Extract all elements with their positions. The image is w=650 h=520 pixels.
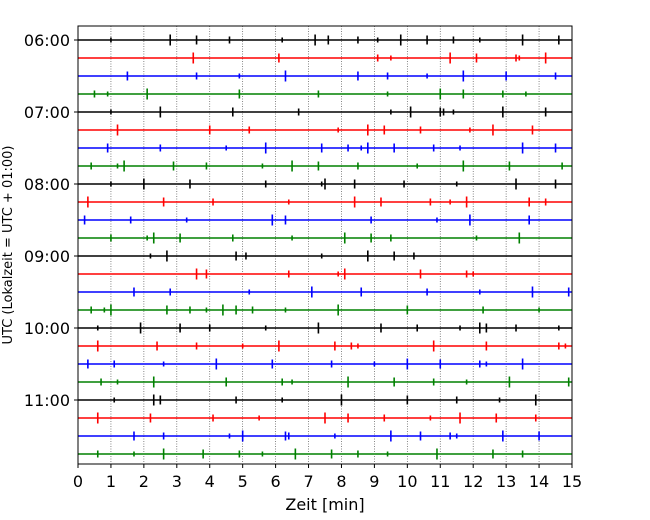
y-tick-label: 06:00 — [24, 31, 70, 50]
x-tick-label: 4 — [205, 472, 215, 491]
grid-lines — [110, 26, 540, 464]
y-tick-label: 08:00 — [24, 175, 70, 194]
trace-1145 — [78, 448, 572, 460]
trace-0830 — [78, 214, 572, 226]
trace-0845 — [78, 232, 572, 244]
trace-0800 — [78, 178, 572, 190]
x-tick-label: 0 — [73, 472, 83, 491]
trace-1130 — [78, 430, 572, 442]
y-tick-label: 09:00 — [24, 247, 70, 266]
trace-0945 — [78, 304, 572, 316]
x-tick-label: 2 — [139, 472, 149, 491]
trace-0930 — [78, 286, 572, 298]
trace-lines — [78, 34, 572, 460]
x-axis-title: Zeit [min] — [285, 495, 364, 514]
y-tick-label: 11:00 — [24, 391, 70, 410]
y-axis-title: UTC (Lokalzeit = UTC + 01:00) — [1, 146, 16, 345]
y-tick-label: 10:00 — [24, 319, 70, 338]
trace-0700 — [78, 106, 572, 118]
x-tick-label: 3 — [172, 472, 182, 491]
trace-0900 — [78, 250, 572, 262]
trace-1030 — [78, 358, 572, 370]
y-tick-label: 07:00 — [24, 103, 70, 122]
y-ticks: 06:00 07:00 08:00 09:00 10:00 11:00 — [24, 31, 78, 410]
trace-0645 — [78, 88, 572, 100]
trace-0630 — [78, 70, 572, 82]
trace-0815 — [78, 196, 572, 208]
x-tick-label: 15 — [562, 472, 582, 491]
x-tick-label: 6 — [271, 472, 281, 491]
x-tick-label: 5 — [238, 472, 248, 491]
x-tick-label: 7 — [303, 472, 313, 491]
x-tick-label: 13 — [496, 472, 516, 491]
x-tick-label: 8 — [336, 472, 346, 491]
trace-0915 — [78, 268, 572, 280]
trace-0600 — [78, 34, 572, 46]
trace-0730 — [78, 142, 572, 154]
x-tick-label: 11 — [430, 472, 450, 491]
trace-0745 — [78, 160, 572, 172]
trace-1015 — [78, 340, 572, 352]
x-tick-label: 9 — [369, 472, 379, 491]
x-tick-label: 10 — [397, 472, 417, 491]
x-ticks: 0 1 2 3 4 5 6 7 8 9 10 11 12 13 14 15 — [73, 464, 582, 491]
trace-0715 — [78, 124, 572, 136]
x-tick-label: 1 — [106, 472, 116, 491]
trace-0615 — [78, 52, 572, 64]
trace-1045 — [78, 376, 572, 388]
x-tick-label: 12 — [463, 472, 483, 491]
trace-1100 — [78, 394, 572, 406]
trace-1000 — [78, 322, 572, 334]
x-tick-label: 14 — [529, 472, 549, 491]
trace-1115 — [78, 412, 572, 424]
plot-frame — [77, 25, 573, 465]
